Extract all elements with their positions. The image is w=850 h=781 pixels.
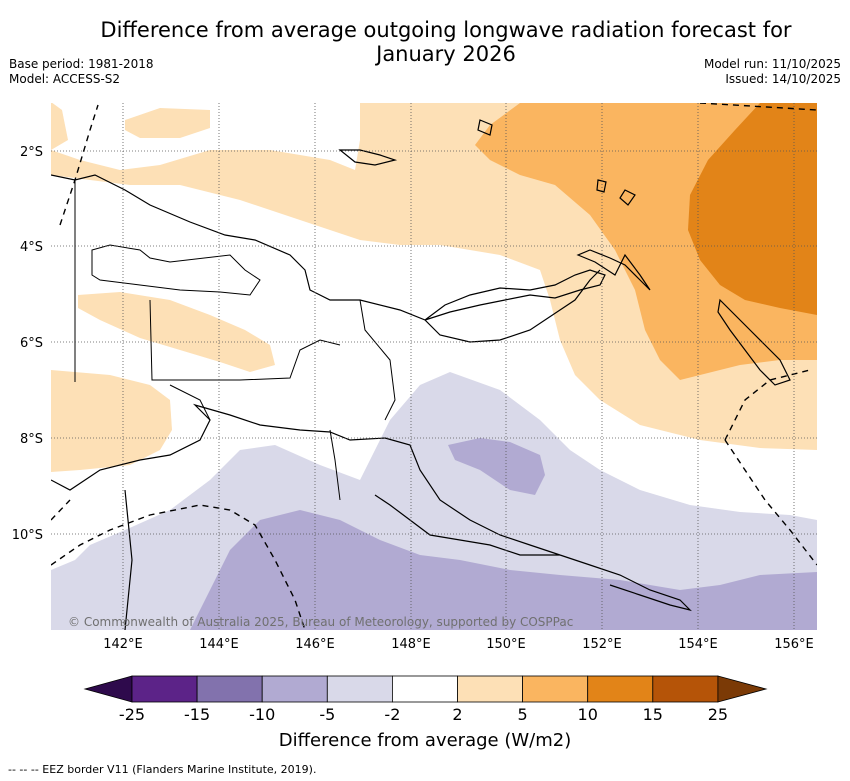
lon-tick-label: 146°E bbox=[295, 637, 335, 652]
base-period: Base period: 1981-2018 bbox=[9, 57, 154, 71]
anomaly-region-south-medium bbox=[190, 510, 817, 630]
colorbar-segment bbox=[261, 675, 328, 703]
small-islands-east bbox=[477, 119, 636, 206]
colorbar-tick-label: -10 bbox=[249, 705, 275, 724]
colorbar-tick-label: 10 bbox=[578, 705, 598, 724]
bougainville-coast bbox=[717, 298, 791, 386]
province-border-western bbox=[169, 384, 211, 421]
colorbar-title: Difference from average (W/m2) bbox=[278, 730, 572, 751]
axis-labels: 142°E 144°E 146°E 148°E 150°E 152°E 154°… bbox=[12, 145, 814, 652]
colorbar-tick-label: 25 bbox=[708, 705, 728, 724]
anomaly-region-west-light bbox=[51, 370, 172, 472]
colorbar-extend-low bbox=[83, 675, 133, 703]
lat-tick-label: 8°S bbox=[20, 432, 43, 447]
eez-border-northwest bbox=[59, 104, 99, 226]
map-title: Difference from average outgoing longwav… bbox=[60, 18, 832, 66]
colorbar-tick-label: 15 bbox=[643, 705, 663, 724]
province-border-gulf bbox=[329, 429, 341, 501]
colorbar-tick-label: -5 bbox=[319, 705, 335, 724]
colorbar-segment bbox=[196, 675, 263, 703]
eez-footnote: -- -- -- EEZ border V11 (Flanders Marine… bbox=[8, 763, 317, 776]
colorbar-tick-label: 2 bbox=[452, 705, 462, 724]
new-ireland-coast bbox=[576, 249, 651, 291]
colorbar-extend-high bbox=[717, 675, 768, 703]
colorbar-segment bbox=[522, 675, 589, 703]
colorbar-segment bbox=[457, 675, 523, 703]
colorbar-tick-label: 5 bbox=[518, 705, 528, 724]
lat-tick-label: 4°S bbox=[20, 240, 43, 255]
anomaly-region-top-islet bbox=[125, 108, 210, 138]
province-border-morobe bbox=[359, 299, 396, 421]
lat-tick-label: 6°S bbox=[20, 336, 43, 351]
lon-tick-label: 148°E bbox=[391, 637, 431, 652]
lon-tick-label: 152°E bbox=[582, 637, 622, 652]
anomaly-region-solomon-sea bbox=[448, 438, 545, 495]
colorbar-segment bbox=[391, 675, 458, 703]
copyright-notice: © Commonwealth of Australia 2025, Bureau… bbox=[68, 615, 573, 629]
new-guinea-north-coast bbox=[51, 174, 601, 343]
eez-borders bbox=[51, 103, 817, 630]
title-line-2: January 2026 bbox=[376, 42, 516, 66]
meta-left: Base period: 1981-2018 Model: ACCESS-S2 bbox=[9, 57, 154, 87]
lon-tick-label: 142°E bbox=[103, 637, 143, 652]
colorbar-segment bbox=[131, 675, 198, 703]
issued-date: Issued: 14/10/2025 bbox=[725, 72, 841, 86]
meta-right: Model run: 11/10/2025 Issued: 14/10/2025 bbox=[704, 57, 841, 87]
anomaly-region-northeast-strong bbox=[688, 103, 817, 315]
lon-tick-label: 156°E bbox=[774, 637, 814, 652]
coastlines bbox=[51, 119, 791, 630]
lon-tick-label: 154°E bbox=[678, 637, 718, 652]
title-line-1: Difference from average outgoing longwav… bbox=[100, 18, 792, 42]
eastern-tip-coast bbox=[559, 554, 692, 612]
province-border-sepik bbox=[91, 244, 261, 296]
cape-york-coast bbox=[124, 489, 133, 630]
anomaly-region-central-band bbox=[78, 292, 275, 372]
eez-border-solomon bbox=[724, 369, 811, 441]
graticule bbox=[51, 103, 817, 630]
new-britain-coast bbox=[424, 269, 606, 321]
colorbar-tick-label: -25 bbox=[119, 705, 145, 724]
lon-tick-label: 150°E bbox=[486, 637, 526, 652]
lon-tick-label: 144°E bbox=[199, 637, 239, 652]
lat-tick-label: 2°S bbox=[20, 145, 43, 160]
eez-border-northeast bbox=[699, 103, 817, 111]
model-name: Model: ACCESS-S2 bbox=[9, 72, 121, 86]
province-borders bbox=[74, 180, 396, 501]
map-panel: © Commonwealth of Australia 2025, Bureau… bbox=[51, 103, 817, 630]
province-border-highlands bbox=[149, 299, 341, 381]
eez-border-west bbox=[51, 499, 71, 521]
eez-border-south bbox=[51, 504, 306, 630]
new-guinea-south-coast bbox=[51, 403, 561, 556]
lat-tick-label: 10°S bbox=[12, 528, 43, 543]
model-run: Model run: 11/10/2025 bbox=[703, 57, 841, 71]
eez-border-southeast bbox=[724, 439, 817, 566]
colorbar-segment bbox=[326, 675, 393, 703]
colorbar-segment bbox=[652, 675, 719, 703]
colorbar-tick-label: -15 bbox=[184, 705, 210, 724]
anomaly-region-westedge bbox=[51, 103, 68, 150]
colorbar: -25 -15 -10 -5 -2 2 5 10 15 25 bbox=[83, 675, 768, 724]
colorbar-segment bbox=[587, 675, 654, 703]
manus-island bbox=[338, 149, 398, 166]
colorbar-tick-label: -2 bbox=[384, 705, 400, 724]
